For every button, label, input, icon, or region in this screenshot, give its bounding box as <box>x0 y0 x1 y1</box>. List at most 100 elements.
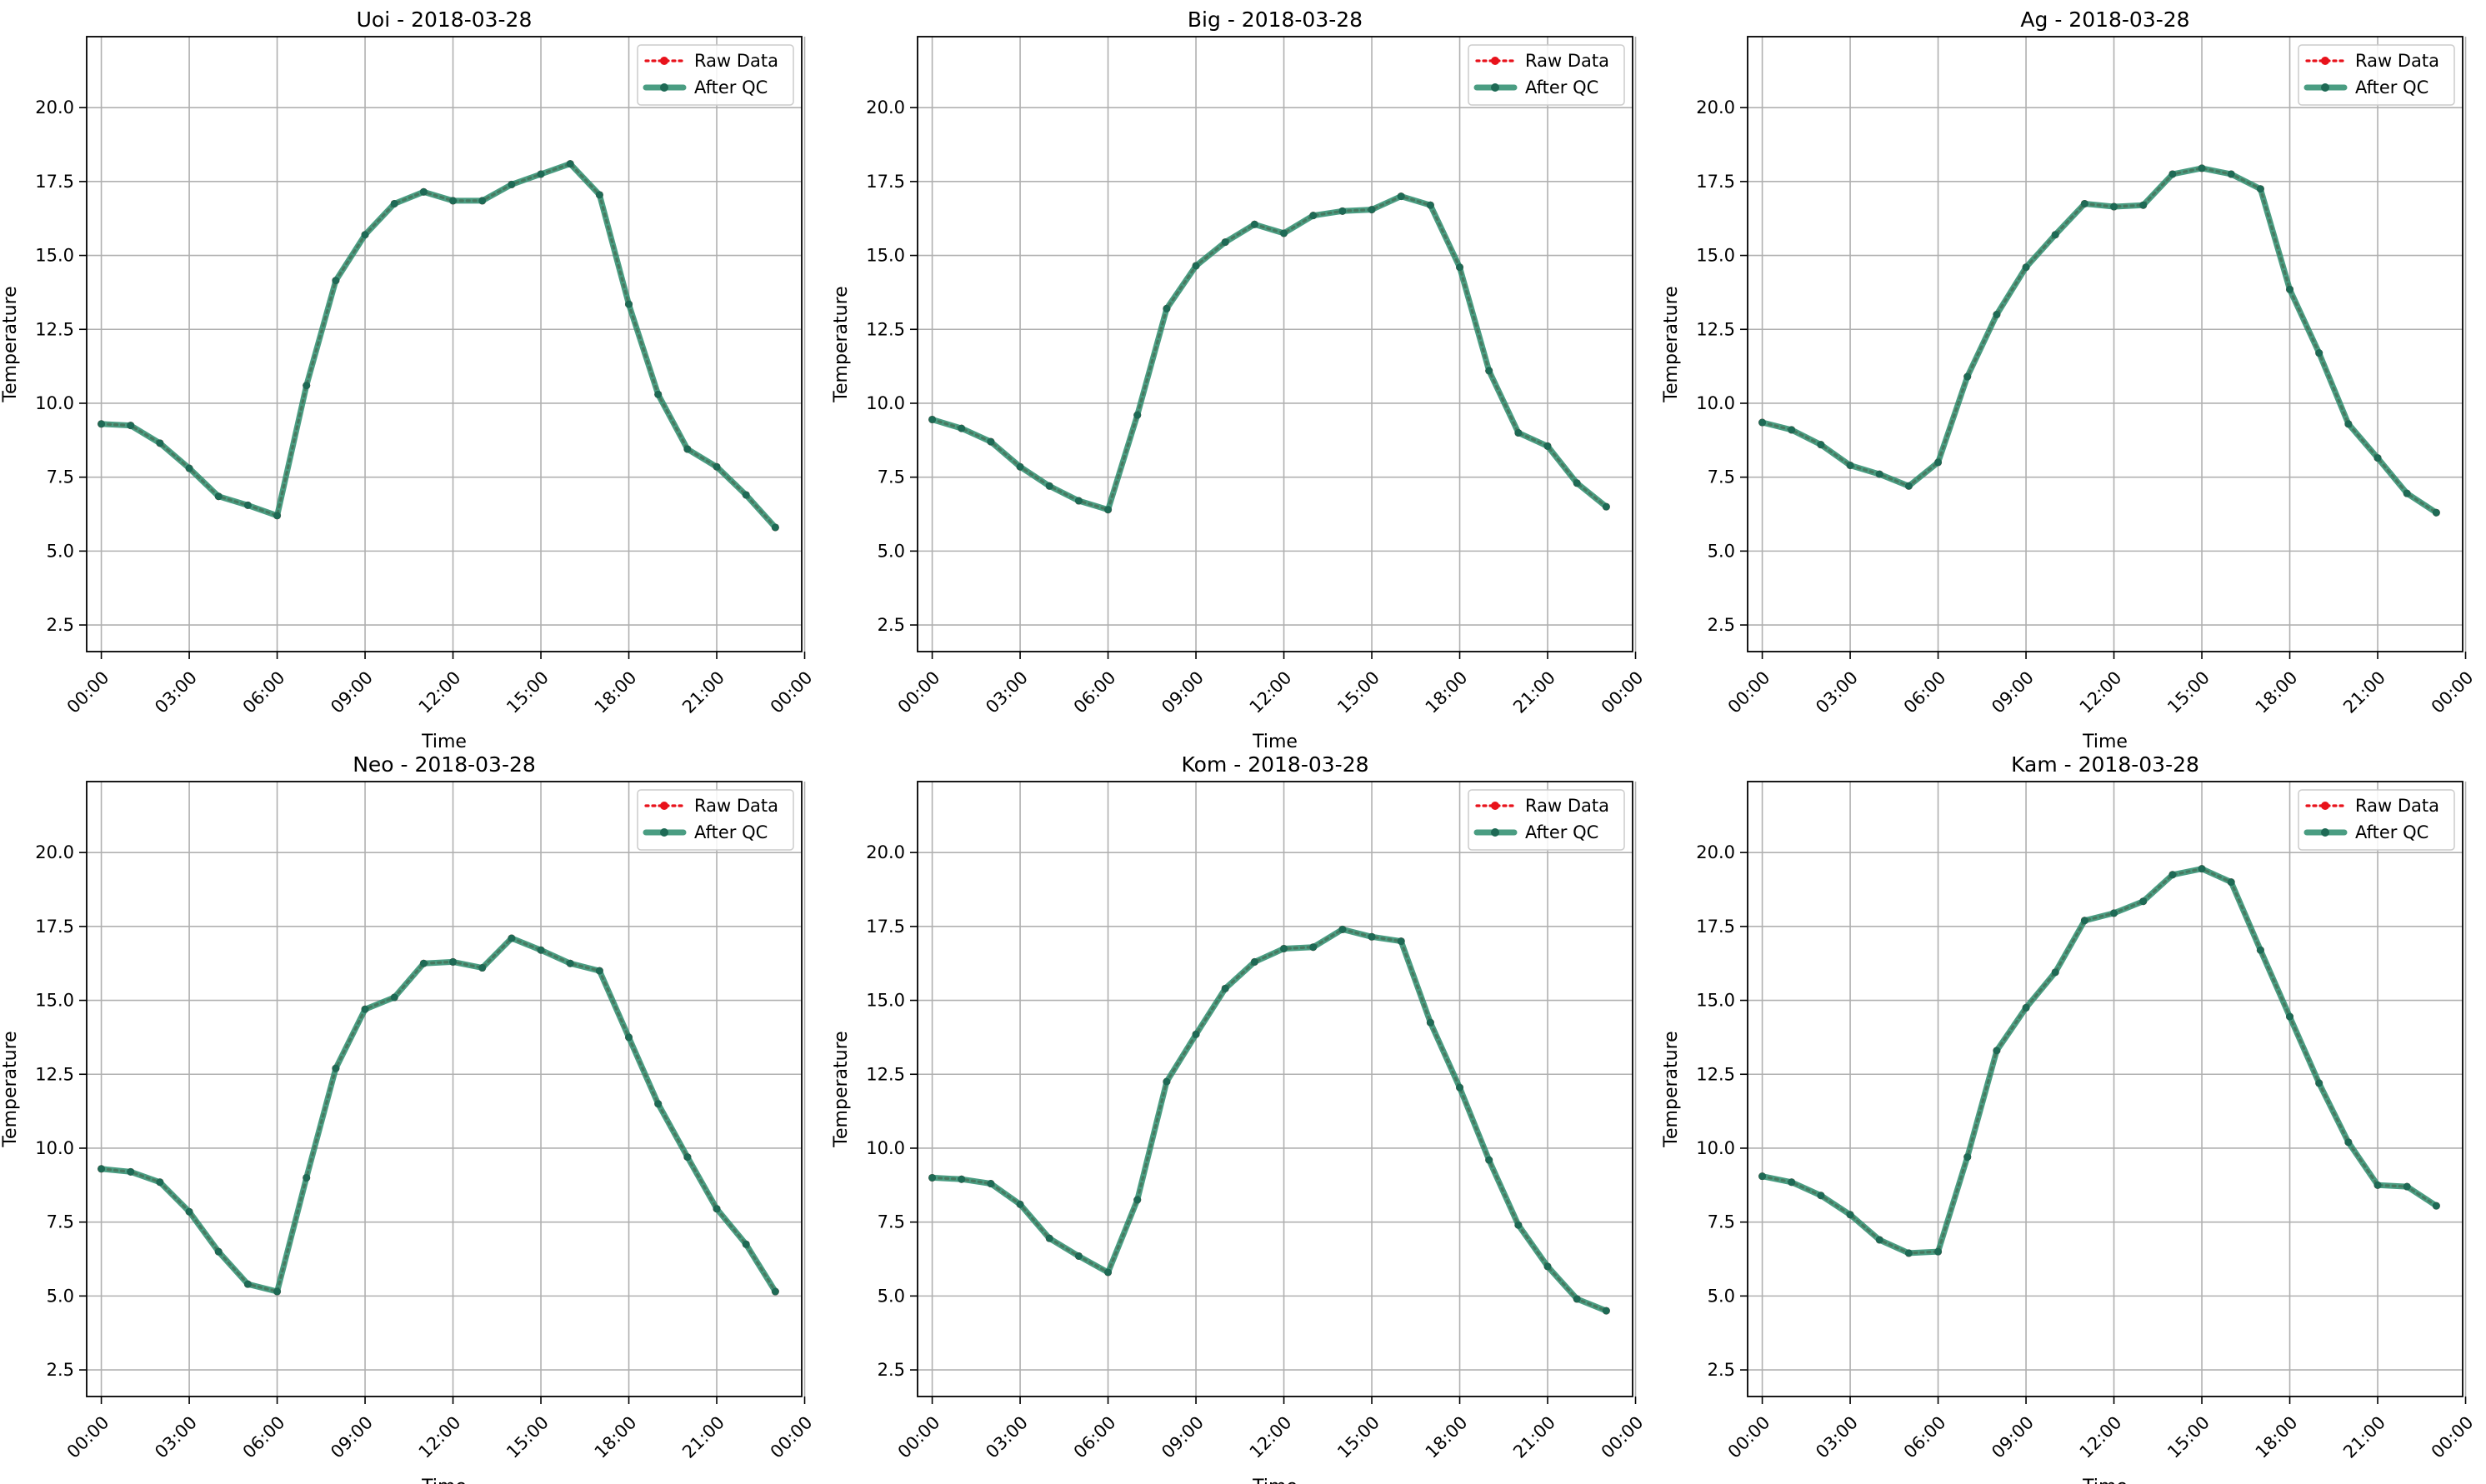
after-qc-point <box>1602 502 1610 511</box>
after-qc-point <box>1485 367 1493 375</box>
x-tick-label: 15:00 <box>2163 1412 2213 1462</box>
x-axis-label: Time <box>421 1477 467 1484</box>
after-qc-point <box>654 1100 663 1108</box>
after-qc-point <box>2227 878 2235 887</box>
after-qc-point <box>1875 470 1883 478</box>
after-qc-line <box>98 935 778 1295</box>
after-qc-point <box>1573 479 1581 487</box>
after-qc-point <box>1397 192 1405 201</box>
after-qc-point <box>390 993 398 1002</box>
y-tick-label: 5.0 <box>47 541 74 561</box>
legend: Raw Data After QC <box>2298 789 2455 851</box>
x-tick-label: 12:00 <box>2076 1412 2126 1462</box>
after-qc-point <box>2022 1003 2030 1012</box>
after-qc-line <box>929 926 1609 1314</box>
legend-qc-label: After QC <box>1525 77 1598 97</box>
after-qc-point <box>243 1280 252 1288</box>
after-qc-point <box>742 491 750 499</box>
after-qc-point <box>2373 454 2382 462</box>
after-qc-point <box>537 946 545 954</box>
y-tick-label: 2.5 <box>878 615 905 635</box>
chart-title: Ag - 2018-03-28 <box>2020 7 2189 32</box>
y-tick-label: 5.0 <box>1708 541 1735 561</box>
y-tick-label: 20.0 <box>1696 842 1735 862</box>
x-tick-label: 21:00 <box>2339 667 2389 717</box>
after-qc-point <box>361 1005 369 1013</box>
legend-qc-label: After QC <box>1525 822 1598 842</box>
x-tick-label: 12:00 <box>2076 667 2126 717</box>
after-qc-point <box>771 523 779 532</box>
after-qc-point <box>2256 185 2264 193</box>
x-tick-label: 00:00 <box>1724 667 1774 717</box>
after-qc-point <box>1993 311 2001 319</box>
x-tick-label: 15:00 <box>503 667 553 717</box>
legend-qc-marker <box>660 83 668 92</box>
y-tick-label: 15.0 <box>35 991 74 1011</box>
after-qc-point <box>2022 263 2030 272</box>
after-qc-point <box>156 439 164 447</box>
chart-title: Kam - 2018-03-28 <box>2011 752 2199 777</box>
after-qc-point <box>127 422 135 430</box>
legend-qc-label: After QC <box>694 77 768 97</box>
y-tick-label: 5.0 <box>878 541 905 561</box>
after-qc-point <box>1368 932 1376 941</box>
x-axis-label: Time <box>1252 732 1298 752</box>
after-qc-point <box>1221 238 1229 247</box>
y-tick-label: 7.5 <box>47 1212 74 1232</box>
after-qc-point <box>1045 1234 1053 1242</box>
x-tick-label: 09:00 <box>327 1412 377 1462</box>
subplot: Uoi - 2018-03-28 00:00 03:00 06:00 09:00 12:0… <box>0 7 816 752</box>
x-tick-label: 21:00 <box>678 1412 728 1462</box>
after-qc-point <box>1758 418 1767 427</box>
x-axis-label: Time <box>2082 1477 2128 1484</box>
after-qc-point <box>478 964 487 972</box>
after-qc-point <box>1514 428 1523 437</box>
after-qc-point <box>1250 957 1258 966</box>
y-tick-label: 5.0 <box>1708 1286 1735 1306</box>
after-qc-point <box>1963 372 1972 381</box>
raw-data-line <box>1761 167 2438 514</box>
y-tick-label: 7.5 <box>47 467 74 487</box>
subplot: Kam - 2018-03-28 00:00 03:00 06:00 09:00 12:0… <box>1661 752 2477 1484</box>
y-axis-label: Temperature <box>1661 1031 1682 1147</box>
y-tick-label: 20.0 <box>35 97 74 117</box>
x-tick-label: 00:00 <box>1598 1412 1648 1462</box>
x-tick-label: 00:00 <box>894 667 944 717</box>
after-qc-point <box>303 382 311 390</box>
after-qc-point <box>2110 909 2118 917</box>
after-qc-point <box>2227 170 2235 178</box>
after-qc-point <box>2080 199 2088 207</box>
after-qc-point <box>683 445 692 453</box>
y-tick-label: 2.5 <box>1708 615 1735 635</box>
x-tick-label: 03:00 <box>151 1412 201 1462</box>
x-tick-label: 18:00 <box>1422 1412 1472 1462</box>
x-tick-label: 21:00 <box>1509 667 1559 717</box>
after-qc-point <box>958 424 966 432</box>
legend: Raw Data After QC <box>1468 789 1625 851</box>
y-tick-label: 7.5 <box>1708 467 1735 487</box>
after-qc-point <box>1133 1196 1142 1204</box>
after-qc-point <box>537 170 545 178</box>
y-tick-label: 12.5 <box>866 1064 905 1084</box>
after-qc-point <box>1904 1249 1913 1257</box>
x-axis-label: Time <box>1252 1477 1298 1484</box>
after-qc-point <box>1758 1172 1767 1181</box>
x-tick-label: 15:00 <box>503 1412 553 1462</box>
after-qc-point <box>2256 946 2264 954</box>
after-qc-point <box>1016 1200 1024 1208</box>
after-qc-point <box>1045 482 1053 490</box>
legend-raw-label: Raw Data <box>2355 51 2439 71</box>
plot-frame <box>917 36 1633 652</box>
x-tick-label: 06:00 <box>1900 667 1950 717</box>
after-qc-point <box>625 300 633 308</box>
legend-raw-label: Raw Data <box>694 796 778 816</box>
y-axis-label: Temperature <box>831 286 852 402</box>
x-tick-label: 06:00 <box>239 1412 289 1462</box>
y-tick-label: 12.5 <box>1696 1064 1735 1084</box>
x-tick-label: 00:00 <box>1598 667 1648 717</box>
x-tick-label: 03:00 <box>151 667 201 717</box>
after-qc-point <box>1817 441 1825 449</box>
raw-data-line <box>99 162 778 529</box>
after-qc-point <box>2051 231 2059 239</box>
after-qc-point <box>683 1153 692 1162</box>
